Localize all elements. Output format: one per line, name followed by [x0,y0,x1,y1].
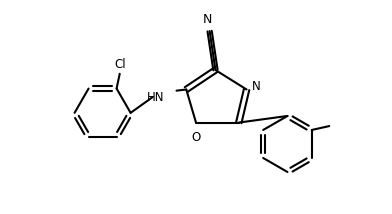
Text: Cl: Cl [114,58,125,71]
Text: N: N [203,13,212,26]
Text: O: O [191,131,201,144]
Text: HN: HN [147,91,164,104]
Text: N: N [252,80,260,93]
